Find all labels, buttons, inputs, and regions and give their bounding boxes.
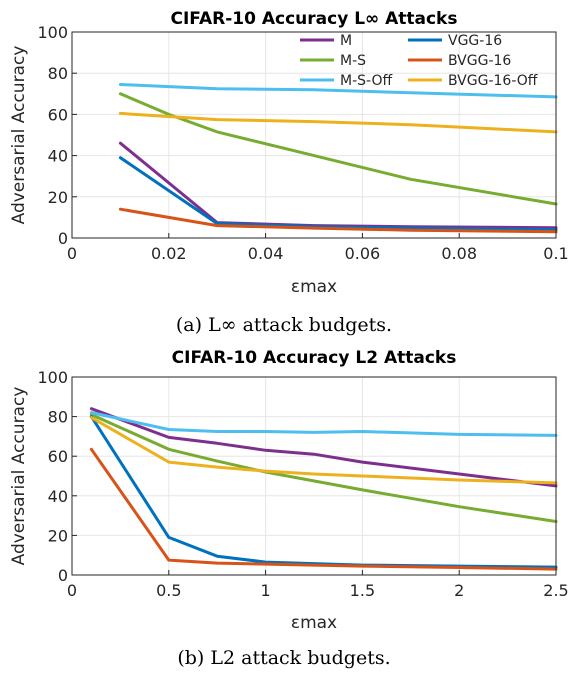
- chart-linf-plot-frame: [71, 31, 557, 239]
- chart-l2-series-m-s-off: [89, 411, 558, 437]
- chart-l2-caption: (b) L2 attack budgets.: [177, 647, 390, 669]
- chart-l2-xtick-label: 1.5: [350, 581, 375, 600]
- legend-label-m-s: M-S: [340, 53, 366, 69]
- chart-l2-series-m-s: [89, 413, 558, 523]
- chart-l2-series-bvgg-16-off: [89, 416, 558, 485]
- chart-l2-series-m: [89, 407, 558, 488]
- chart-linf-xtick-label: 0: [67, 244, 77, 263]
- chart-l2-xtick-label: 0.5: [156, 581, 181, 600]
- chart-linf-xtick-label: 0.04: [248, 244, 284, 263]
- chart-l2-xlabel: εmax: [291, 613, 337, 633]
- chart-l2-series-vgg-16: [89, 415, 558, 569]
- chart-linf-ytick-label: 80: [48, 64, 68, 83]
- legend-label-m-s-off: M-S-Off: [340, 73, 392, 89]
- chart-l2-ylabel: Adversarial Accuracy: [9, 387, 29, 566]
- chart-linf-ytick-label: 20: [48, 188, 68, 207]
- chart-linf-xtick-label: 0.08: [441, 244, 477, 263]
- legend-label-vgg-16: VGG-16: [448, 33, 502, 49]
- chart-l2-ytick-label: 60: [48, 447, 68, 466]
- chart-l2-ytick-label: 20: [48, 526, 68, 545]
- chart-linf-series-m-s-off: [118, 83, 558, 99]
- legend-label-bvgg-16: BVGG-16: [448, 53, 511, 69]
- chart-linf-ytick-label: 60: [48, 105, 68, 124]
- chart-l2-ytick-label: 0: [58, 566, 68, 585]
- chart-l2: CIFAR-10 Accuracy L2 Attacks 02040608010…: [9, 348, 568, 669]
- legend-label-m: M: [340, 33, 352, 49]
- chart-l2-ytick-label: 80: [48, 408, 68, 427]
- chart-linf-xtick-label: 0.1: [543, 244, 568, 263]
- chart-l2-title: CIFAR-10 Accuracy L2 Attacks: [172, 348, 457, 368]
- chart-linf-ylabel: Adversarial Accuracy: [9, 46, 29, 225]
- chart-l2-ytick-label: 100: [37, 368, 68, 387]
- chart-linf-title: CIFAR-10 Accuracy L∞ Attacks: [171, 9, 458, 29]
- chart-linf-series-bvgg-16-off: [118, 111, 558, 134]
- chart-l2-xlabel-text: εmax: [291, 613, 337, 633]
- chart-linf-xlabel-text: εmax: [291, 277, 337, 297]
- chart-l2-xtick-label: 1: [261, 581, 271, 600]
- chart-linf-series-bvgg-16: [118, 207, 558, 234]
- chart-linf: CIFAR-10 Accuracy L∞ Attacks 0 20 40 60 80 10…: [9, 9, 568, 336]
- chart-linf-series-m-s: [118, 92, 558, 206]
- chart-l2-xtick-label: 2: [454, 581, 464, 600]
- chart-linf-ytick-label: 0: [58, 229, 68, 248]
- chart-l2-series-bvgg-16: [89, 447, 558, 571]
- legend-label-bvgg-16-off: BVGG-16-Off: [448, 73, 538, 89]
- chart-l2-xtick-label: 2.5: [543, 581, 568, 600]
- chart-linf-ytick-label: 40: [48, 147, 68, 166]
- chart-l2-xtick-label: 0: [67, 581, 77, 600]
- chart-linf-xlabel: εmax: [291, 277, 337, 297]
- chart-linf-caption: (a) L∞ attack budgets.: [176, 314, 392, 336]
- chart-linf-xtick-label: 0.02: [151, 244, 187, 263]
- chart-linf-legend: M M-S M-S-Off VGG-16 BVGG-16 BVGG-16-Off: [300, 33, 538, 89]
- chart-linf-xtick-label: 0.06: [345, 244, 381, 263]
- chart-l2-ytick-label: 40: [48, 487, 68, 506]
- chart-l2-plot-frame: [71, 376, 557, 576]
- chart-linf-ytick-label: 100: [37, 23, 68, 42]
